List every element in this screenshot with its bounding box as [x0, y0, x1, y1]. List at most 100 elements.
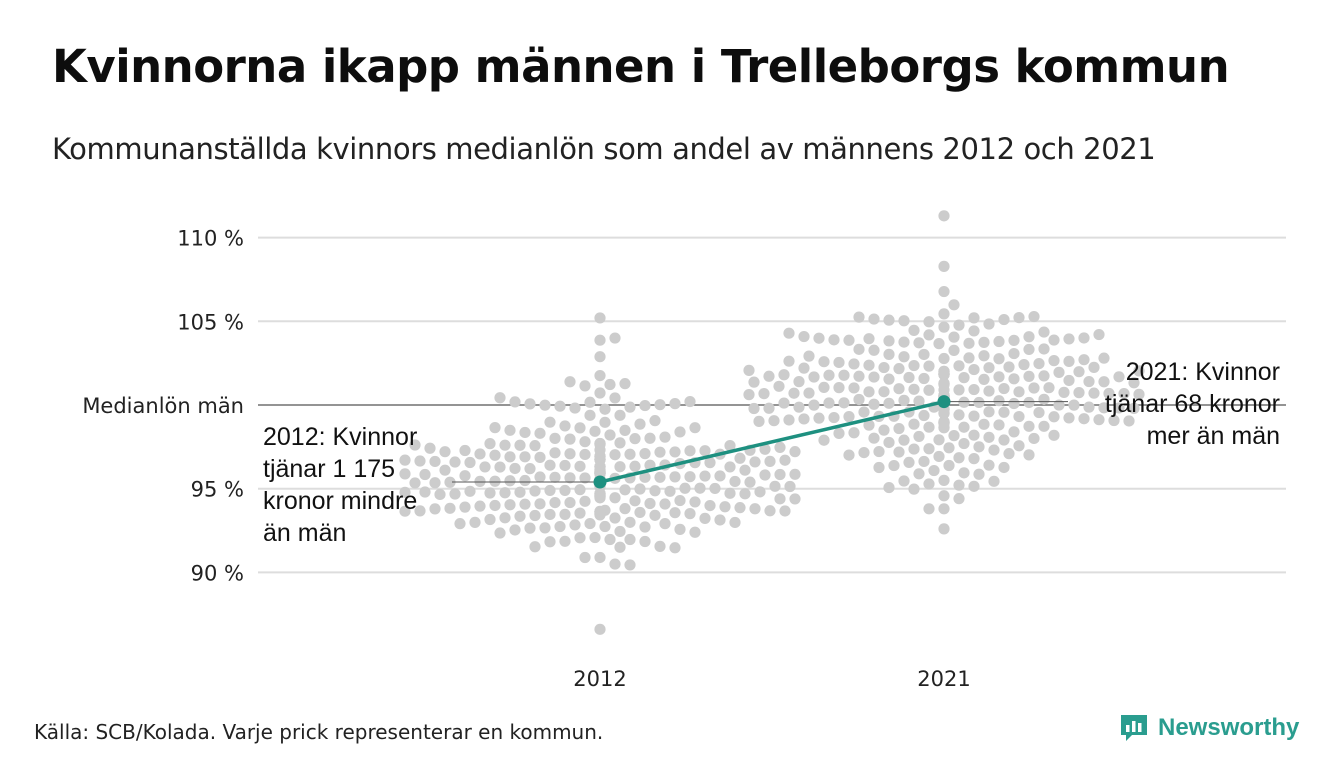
dot [828, 334, 840, 346]
dot [599, 403, 611, 415]
dot [993, 395, 1005, 407]
dot [823, 397, 835, 409]
dot [784, 480, 796, 493]
dot [803, 350, 815, 362]
dot [1123, 415, 1135, 427]
dot [1013, 312, 1025, 324]
dot [514, 510, 526, 522]
dot [998, 461, 1010, 474]
dot [863, 386, 875, 398]
annotation-2021: 2021: Kvinnor tjänar 68 kronor mer än mä… [1104, 358, 1280, 450]
dot [998, 434, 1010, 446]
dot [768, 415, 780, 427]
dot [1093, 328, 1105, 341]
dot [1058, 386, 1070, 398]
dot [579, 495, 591, 507]
dot [499, 487, 511, 499]
dot [584, 409, 596, 421]
dot [783, 355, 795, 367]
dot [1068, 399, 1080, 411]
dot [968, 325, 980, 337]
dot [564, 433, 576, 445]
dot [724, 487, 736, 499]
dot [494, 392, 506, 404]
dot [609, 492, 621, 504]
dot [439, 464, 451, 476]
dot [1018, 359, 1030, 371]
dot [743, 364, 755, 376]
dot [908, 483, 920, 495]
dot [759, 469, 771, 481]
dot [758, 388, 770, 400]
annotation-leaders [452, 401, 1068, 483]
dot [474, 500, 486, 512]
dot [464, 485, 476, 497]
dot [589, 531, 601, 544]
dot [853, 343, 865, 355]
dot [734, 452, 746, 464]
dot [923, 329, 935, 341]
dot [594, 369, 606, 382]
dot [539, 522, 551, 534]
y-tick-label: 110 % [177, 227, 244, 251]
dot [609, 512, 621, 524]
y-tick-label: 90 % [191, 561, 244, 585]
dot [913, 430, 925, 443]
dot [1098, 352, 1110, 364]
dot [1133, 388, 1145, 400]
dot [1093, 414, 1105, 426]
dot [549, 432, 561, 444]
dot [429, 455, 441, 468]
dot [938, 352, 950, 365]
dot [923, 384, 935, 396]
dot [1073, 366, 1085, 378]
dot [609, 558, 621, 570]
dot [953, 409, 965, 421]
dot [1028, 382, 1040, 394]
dot [524, 463, 536, 475]
dot [1023, 396, 1035, 409]
dot [529, 541, 541, 553]
dot [499, 512, 511, 524]
dot [898, 315, 910, 327]
dot [1063, 374, 1075, 387]
dot [609, 392, 621, 404]
dot [853, 393, 865, 406]
dot [1003, 448, 1015, 460]
dot [983, 318, 995, 330]
dot [559, 535, 571, 547]
dot [689, 496, 701, 508]
dot [843, 334, 855, 346]
dot [968, 383, 980, 396]
dot [918, 372, 930, 385]
dot [933, 450, 945, 463]
dot [589, 425, 601, 437]
dot [783, 327, 795, 339]
dot [1023, 370, 1035, 382]
dot [943, 442, 955, 454]
dot [614, 541, 626, 553]
dot [619, 484, 631, 496]
dot [619, 424, 631, 436]
dot [669, 542, 681, 554]
dot [444, 502, 456, 514]
dot [669, 446, 681, 458]
dot [624, 401, 636, 413]
dot [793, 401, 805, 413]
dot [898, 394, 910, 406]
dot [474, 475, 486, 487]
dot [399, 454, 411, 466]
dot [779, 454, 791, 466]
dot [459, 470, 471, 482]
dot [519, 474, 531, 487]
dot [724, 440, 736, 452]
dot [429, 477, 441, 489]
dot [843, 411, 855, 423]
dot [983, 431, 995, 443]
dot [559, 508, 571, 520]
dot [739, 488, 751, 500]
dot [644, 497, 656, 510]
dot [594, 312, 606, 324]
dot [898, 434, 910, 446]
dot [1023, 343, 1035, 356]
